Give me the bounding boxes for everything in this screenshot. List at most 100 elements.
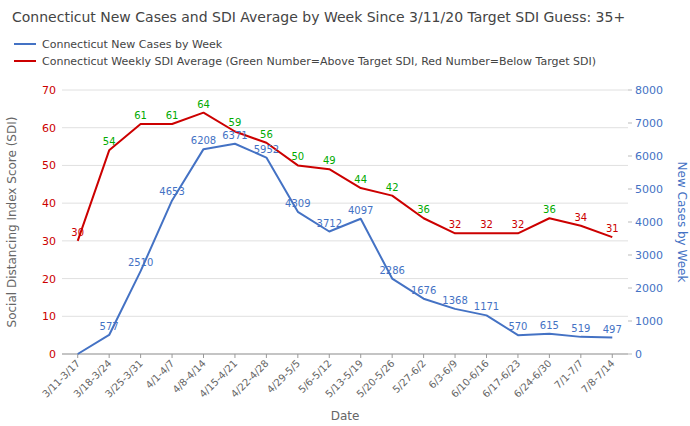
x-tick bbox=[297, 354, 298, 358]
grid-line bbox=[62, 240, 628, 241]
data-label: 497 bbox=[603, 324, 622, 335]
grid-line bbox=[62, 354, 628, 355]
y2-tick bbox=[628, 189, 632, 190]
x-tick-label: 7/8-7/14 bbox=[579, 358, 617, 396]
y2-tick bbox=[628, 354, 632, 355]
y2-tick-label: 4000 bbox=[635, 216, 663, 229]
series-line bbox=[78, 113, 613, 241]
data-label: 59 bbox=[229, 117, 242, 128]
x-tick bbox=[392, 354, 393, 358]
x-tick bbox=[423, 354, 424, 358]
x-tick bbox=[234, 354, 235, 358]
y2-tick-label: 2000 bbox=[635, 282, 663, 295]
data-label: 61 bbox=[166, 110, 179, 121]
data-label: 56 bbox=[260, 129, 273, 140]
y-axis-label: Social Distancing Index Score (SDI) bbox=[5, 117, 19, 328]
data-label: 6371 bbox=[222, 130, 247, 141]
data-label: 44 bbox=[354, 174, 367, 185]
x-tick-label: 5/27-6/2 bbox=[390, 358, 428, 396]
x-tick bbox=[360, 354, 361, 358]
data-label: 2286 bbox=[379, 265, 404, 276]
legend-swatch bbox=[14, 60, 36, 62]
data-label: 3712 bbox=[317, 218, 342, 229]
x-tick bbox=[140, 354, 141, 358]
x-tick bbox=[77, 354, 78, 358]
data-label: 36 bbox=[543, 204, 556, 215]
data-labels: 5772510465362086371595243093712409722861… bbox=[71, 99, 621, 335]
data-label: 61 bbox=[134, 110, 147, 121]
y2-tick-label: 0 bbox=[635, 348, 642, 361]
data-label: 50 bbox=[291, 151, 304, 162]
data-label: 54 bbox=[103, 136, 116, 147]
x-tick bbox=[612, 354, 613, 358]
plot-area bbox=[78, 113, 613, 354]
y2-tick bbox=[628, 123, 632, 124]
grid-line bbox=[62, 90, 628, 91]
x-tick-label: 4/29-5/5 bbox=[265, 358, 303, 396]
data-label: 6208 bbox=[191, 135, 216, 146]
x-tick-label: 5/20-5/26 bbox=[354, 358, 396, 400]
data-label: 32 bbox=[512, 219, 525, 230]
x-tick bbox=[486, 354, 487, 358]
data-label: 4309 bbox=[285, 198, 310, 209]
legend-swatch bbox=[14, 43, 36, 45]
data-label: 1171 bbox=[474, 301, 499, 312]
x-tick bbox=[172, 354, 173, 358]
x-tick bbox=[455, 354, 456, 358]
y-tick-label: 10 bbox=[42, 310, 56, 323]
grid-line bbox=[62, 316, 628, 317]
y2-tick-label: 7000 bbox=[635, 117, 663, 130]
data-label: 42 bbox=[386, 182, 399, 193]
chart: Connecticut New Cases and SDI Average by… bbox=[0, 0, 690, 426]
data-label: 31 bbox=[606, 223, 619, 234]
data-label: 49 bbox=[323, 155, 336, 166]
title: Connecticut New Cases and SDI Average by… bbox=[12, 9, 625, 25]
y2-tick bbox=[628, 222, 632, 223]
legend-item: Connecticut Weekly SDI Average (Green Nu… bbox=[14, 55, 596, 68]
x-tick-label: 3/25-3/31 bbox=[103, 358, 145, 400]
y2-tick bbox=[628, 321, 632, 322]
y2-tick bbox=[628, 156, 632, 157]
x-tick bbox=[109, 354, 110, 358]
x-axis-label: Date bbox=[331, 409, 360, 423]
data-label: 32 bbox=[449, 219, 462, 230]
data-label: 1676 bbox=[411, 285, 436, 296]
data-label: 4097 bbox=[348, 205, 373, 216]
y2-tick-label: 6000 bbox=[635, 150, 663, 163]
grid-line bbox=[62, 165, 628, 166]
legend-item: Connecticut New Cases by Week bbox=[14, 38, 223, 51]
data-label: 32 bbox=[480, 219, 493, 230]
data-label: 615 bbox=[540, 320, 559, 331]
data-label: 36 bbox=[417, 204, 430, 215]
x-tick bbox=[329, 354, 330, 358]
y-tick-label: 40 bbox=[42, 197, 56, 210]
y-tick-label: 50 bbox=[42, 159, 56, 172]
grid-line bbox=[62, 278, 628, 279]
y2-tick-label: 8000 bbox=[635, 84, 663, 97]
data-label: 519 bbox=[571, 323, 590, 334]
data-label: 34 bbox=[574, 212, 587, 223]
x-tick bbox=[266, 354, 267, 358]
data-label: 570 bbox=[508, 321, 527, 332]
legend-label: Connecticut Weekly SDI Average (Green Nu… bbox=[42, 55, 596, 68]
data-label: 30 bbox=[71, 227, 84, 238]
y2-tick-label: 5000 bbox=[635, 183, 663, 196]
x-tick-label: 6/24-6/30 bbox=[512, 358, 554, 400]
data-label: 64 bbox=[197, 99, 210, 110]
data-label: 2510 bbox=[128, 257, 153, 268]
y2-tick-label: 1000 bbox=[635, 315, 663, 328]
x-tick bbox=[203, 354, 204, 358]
y2-tick bbox=[628, 90, 632, 91]
data-label: 1368 bbox=[442, 295, 467, 306]
y-tick-label: 30 bbox=[42, 235, 56, 248]
x-tick bbox=[549, 354, 550, 358]
y-tick-label: 20 bbox=[42, 273, 56, 286]
data-label: 577 bbox=[100, 321, 119, 332]
data-label: 4653 bbox=[159, 186, 184, 197]
y-tick-label: 60 bbox=[42, 122, 56, 135]
series-line bbox=[78, 144, 613, 354]
x-tick bbox=[580, 354, 581, 358]
y-tick-label: 0 bbox=[49, 348, 56, 361]
legend-label: Connecticut New Cases by Week bbox=[42, 38, 223, 51]
y2-tick bbox=[628, 255, 632, 256]
